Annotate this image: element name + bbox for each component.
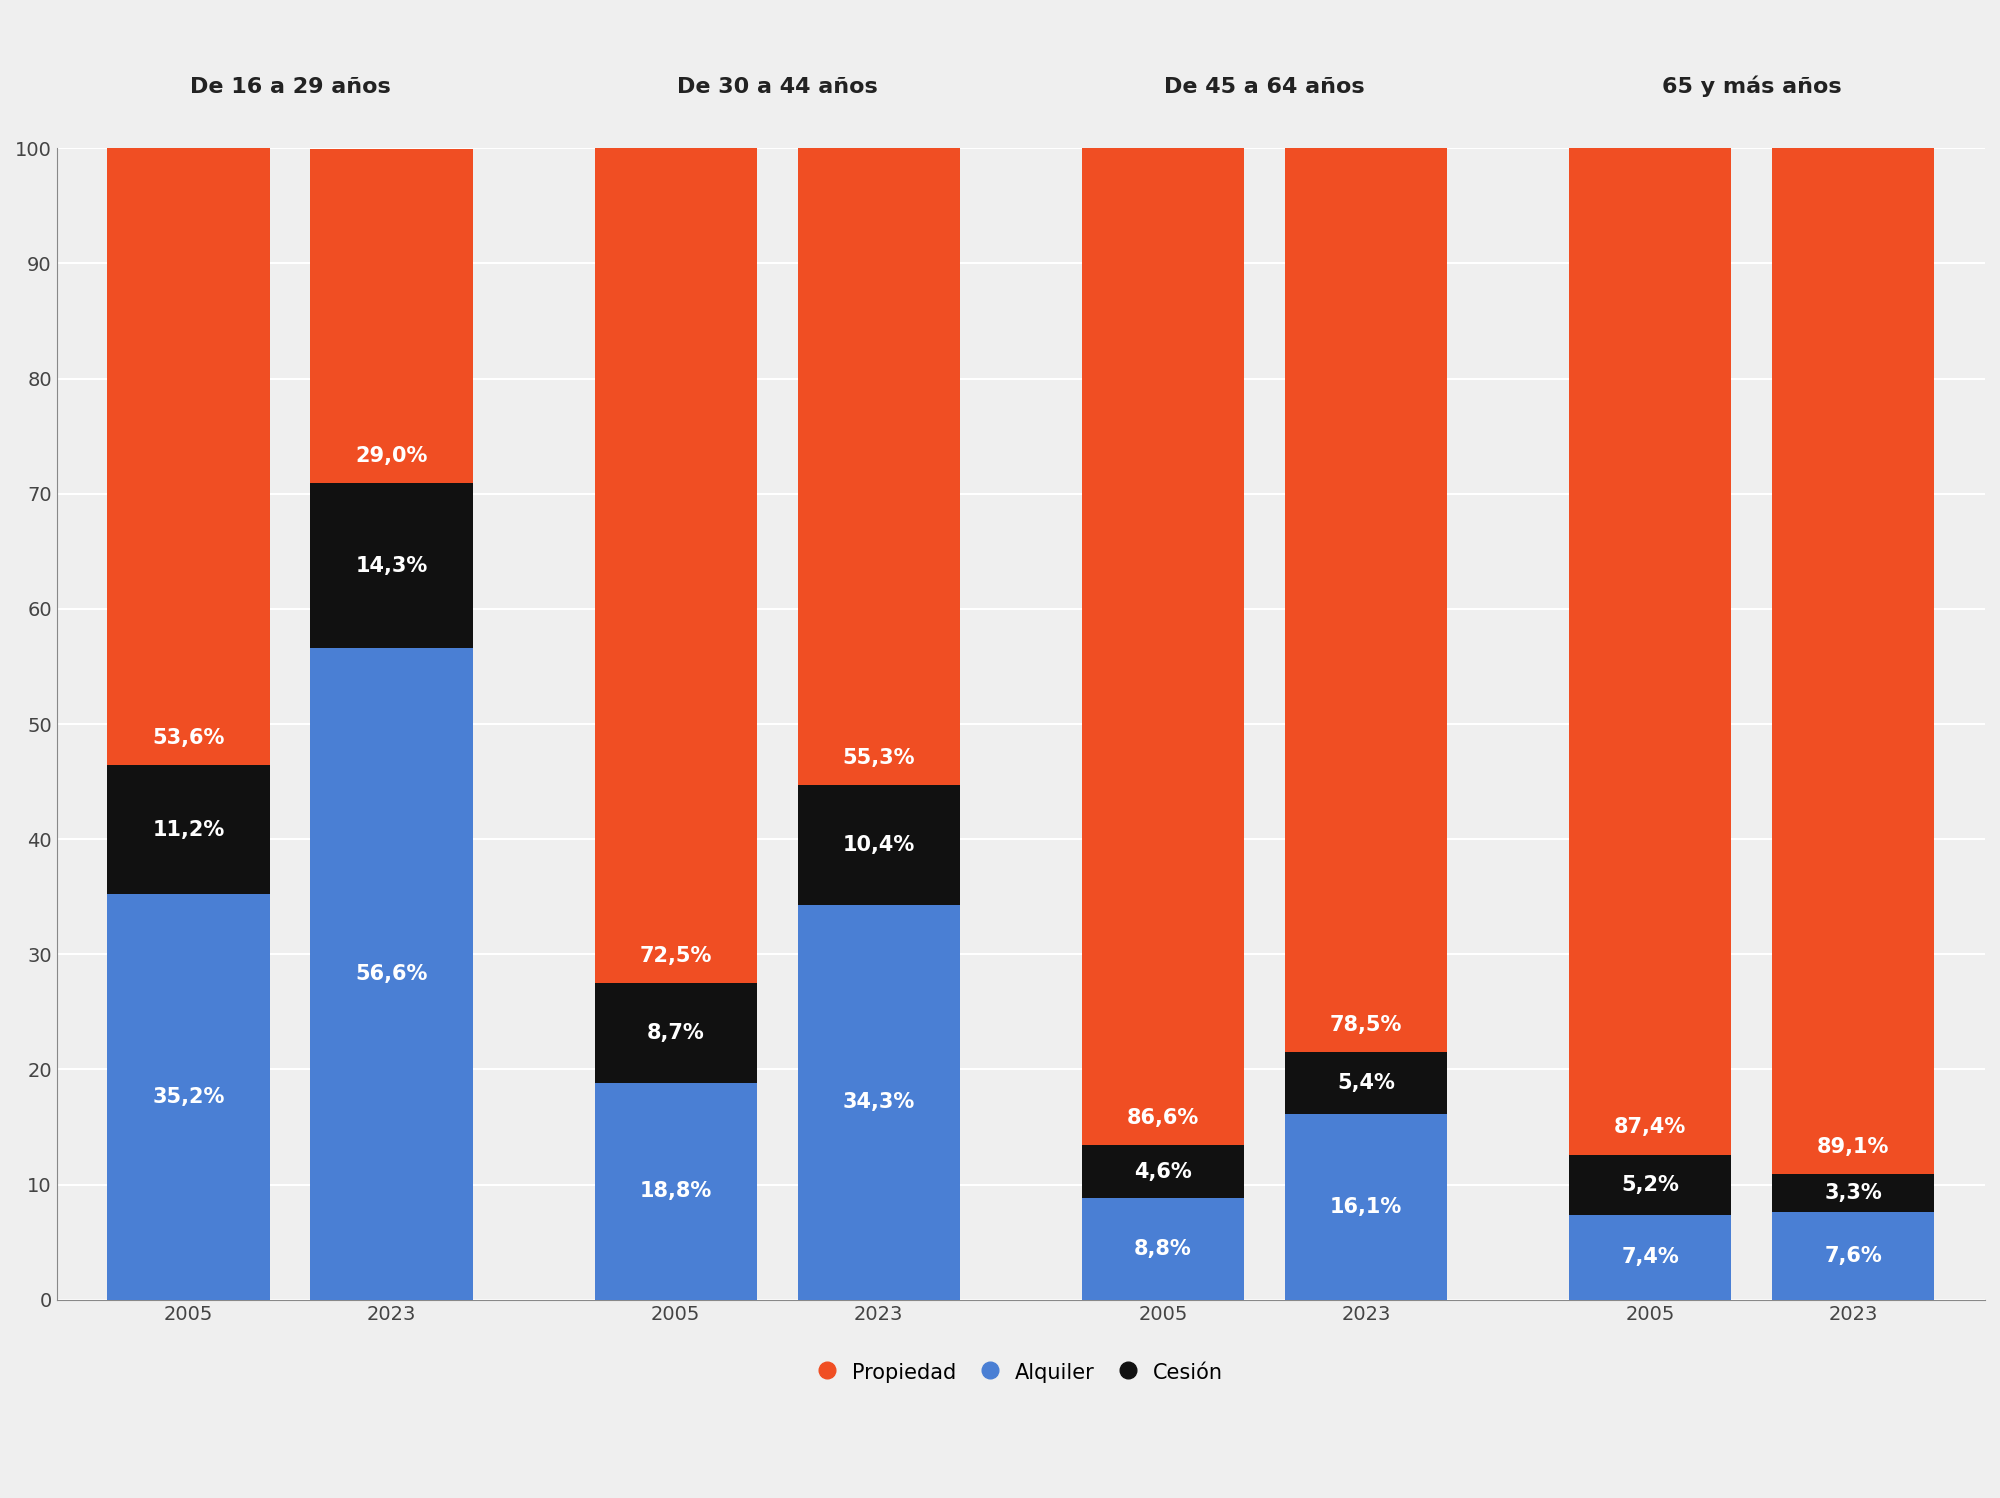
Bar — [1284, 1115, 1448, 1300]
Bar — [108, 765, 270, 894]
Text: De 45 a 64 años: De 45 a 64 años — [1164, 76, 1364, 96]
Text: 7,6%: 7,6% — [1824, 1246, 1882, 1266]
Bar — [1082, 1146, 1244, 1198]
Text: 8,7%: 8,7% — [646, 1023, 704, 1043]
Text: 16,1%: 16,1% — [1330, 1197, 1402, 1216]
Bar — [798, 785, 960, 905]
Bar — [1568, 148, 1732, 1155]
Text: 5,2%: 5,2% — [1622, 1174, 1680, 1194]
Text: De 16 a 29 años: De 16 a 29 años — [190, 76, 390, 96]
Text: 65 y más años: 65 y más años — [1662, 75, 1842, 96]
Text: 78,5%: 78,5% — [1330, 1016, 1402, 1035]
Bar — [594, 983, 758, 1083]
Text: 14,3%: 14,3% — [356, 556, 428, 575]
Text: 86,6%: 86,6% — [1126, 1109, 1200, 1128]
Bar — [1082, 1198, 1244, 1300]
Text: 11,2%: 11,2% — [152, 819, 224, 840]
Bar — [1772, 148, 1934, 1174]
Bar — [1284, 148, 1448, 1052]
Bar — [1772, 1174, 1934, 1212]
Bar — [1568, 1155, 1732, 1215]
Legend: Propiedad, Alquiler, Cesión: Propiedad, Alquiler, Cesión — [808, 1351, 1234, 1393]
Text: 55,3%: 55,3% — [842, 748, 916, 768]
Text: De 30 a 44 años: De 30 a 44 años — [676, 76, 878, 96]
Bar — [310, 484, 472, 649]
Bar — [594, 1083, 758, 1300]
Bar — [108, 894, 270, 1300]
Text: 5,4%: 5,4% — [1336, 1073, 1394, 1094]
Text: 53,6%: 53,6% — [152, 728, 224, 748]
Bar — [1568, 1215, 1732, 1300]
Text: 89,1%: 89,1% — [1816, 1137, 1890, 1156]
Bar — [310, 649, 472, 1300]
Bar — [798, 148, 960, 785]
Text: 10,4%: 10,4% — [842, 834, 914, 855]
Text: 72,5%: 72,5% — [640, 945, 712, 966]
Bar — [798, 905, 960, 1300]
Text: 34,3%: 34,3% — [842, 1092, 914, 1112]
Bar — [1772, 1212, 1934, 1300]
Text: 35,2%: 35,2% — [152, 1088, 224, 1107]
Text: 7,4%: 7,4% — [1622, 1248, 1678, 1267]
Bar — [108, 148, 270, 765]
Bar — [594, 148, 758, 983]
Text: 8,8%: 8,8% — [1134, 1239, 1192, 1258]
Bar — [310, 150, 472, 484]
Text: 3,3%: 3,3% — [1824, 1183, 1882, 1203]
Text: 87,4%: 87,4% — [1614, 1118, 1686, 1137]
Text: 56,6%: 56,6% — [356, 963, 428, 984]
Text: 18,8%: 18,8% — [640, 1182, 712, 1201]
Bar — [1082, 148, 1244, 1146]
Text: 4,6%: 4,6% — [1134, 1162, 1192, 1182]
Text: 29,0%: 29,0% — [356, 446, 428, 466]
Bar — [1284, 1052, 1448, 1115]
